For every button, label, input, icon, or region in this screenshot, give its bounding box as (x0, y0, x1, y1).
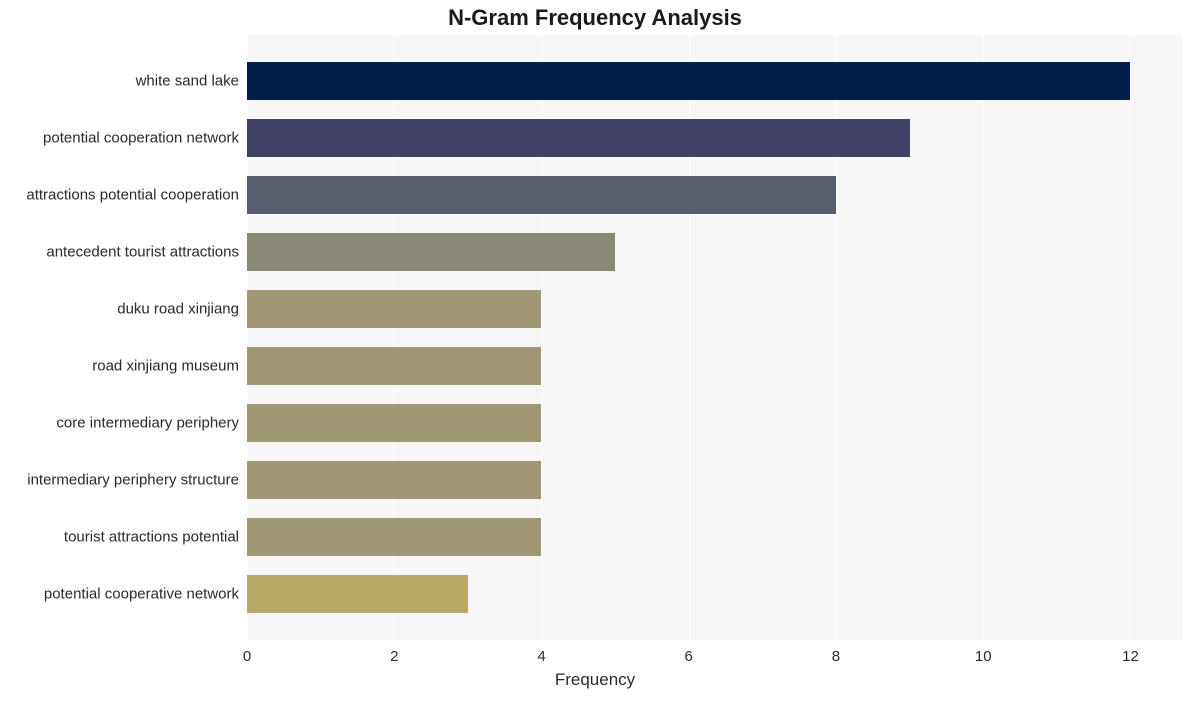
bar (247, 290, 541, 329)
bar-row (247, 452, 1182, 509)
bar (247, 119, 910, 158)
bar (247, 518, 541, 557)
bar-row (247, 281, 1182, 338)
bar-row (247, 338, 1182, 395)
bar (247, 347, 541, 386)
bar (247, 575, 468, 614)
y-tick-label: core intermediary periphery (0, 415, 239, 432)
x-tick-label: 2 (390, 648, 398, 665)
y-tick-label: potential cooperative network (0, 586, 239, 603)
x-tick-label: 8 (832, 648, 840, 665)
x-axis-label: Frequency (0, 670, 1190, 690)
bar-row (247, 395, 1182, 452)
bar-row (247, 53, 1182, 110)
bar-row (247, 167, 1182, 224)
bar (247, 404, 541, 443)
y-tick-label: potential cooperation network (0, 130, 239, 147)
x-tick-label: 10 (975, 648, 992, 665)
y-tick-label: intermediary periphery structure (0, 472, 239, 489)
bar-row (247, 110, 1182, 167)
x-tick-label: 12 (1122, 648, 1139, 665)
y-tick-label: antecedent tourist attractions (0, 244, 239, 261)
plot-area (247, 35, 1182, 640)
bar (247, 233, 615, 272)
y-tick-label: tourist attractions potential (0, 529, 239, 546)
x-tick-label: 6 (685, 648, 693, 665)
x-tick-label: 0 (243, 648, 251, 665)
bar-row (247, 509, 1182, 566)
bar-row (247, 566, 1182, 623)
bar (247, 176, 836, 215)
x-tick-label: 4 (537, 648, 545, 665)
bar (247, 461, 541, 500)
y-tick-label: attractions potential cooperation (0, 187, 239, 204)
bar-row (247, 224, 1182, 281)
y-tick-label: road xinjiang museum (0, 358, 239, 375)
chart-title: N-Gram Frequency Analysis (0, 5, 1190, 31)
bar (247, 62, 1130, 101)
y-tick-label: duku road xinjiang (0, 301, 239, 318)
y-tick-label: white sand lake (0, 73, 239, 90)
